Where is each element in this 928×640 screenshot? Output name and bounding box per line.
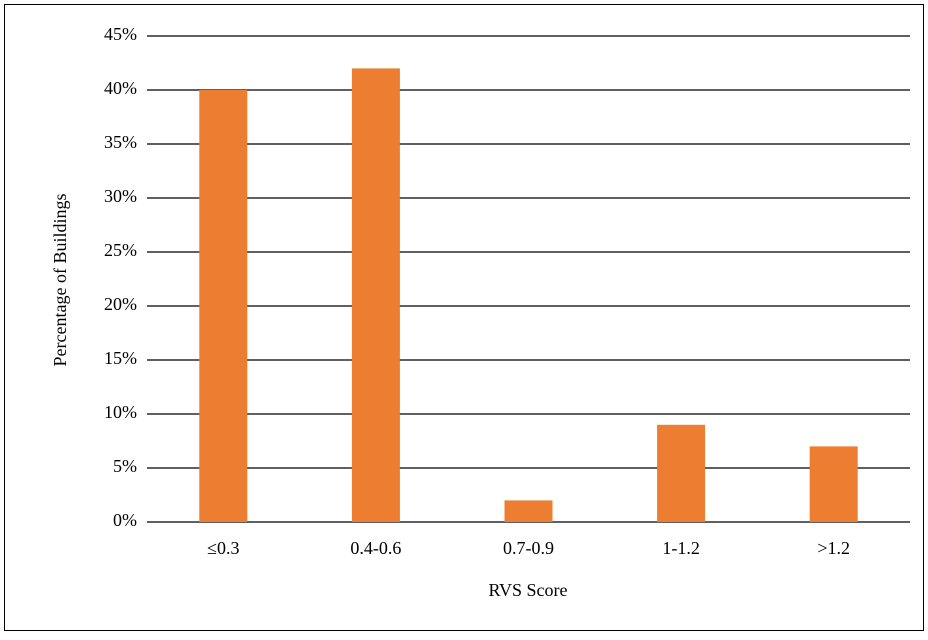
chart-border [4,4,924,631]
bar [199,90,248,522]
x-tick-label: >1.2 [817,538,850,558]
y-tick-label: 0% [113,510,137,530]
x-tick-label: 0.7-0.9 [503,538,554,558]
x-tick-label: 0.4-0.6 [350,538,401,558]
y-tick-label: 40% [104,78,137,98]
bar [504,500,553,522]
x-tick-label: ≤0.3 [207,538,239,558]
x-tick-label: 1-1.2 [662,538,700,558]
y-axis-label: Percentage of Buildings [50,194,70,367]
x-axis-label: RVS Score [488,580,567,600]
y-tick-label: 35% [104,132,137,152]
y-tick-label: 25% [104,240,137,260]
y-tick-label: 30% [104,186,137,206]
y-tick-label: 10% [104,402,137,422]
bar [657,424,706,522]
y-tick-label: 45% [104,24,137,44]
y-tick-label: 5% [113,456,137,476]
y-tick-label: 15% [104,348,137,368]
y-tick-label: 20% [104,294,137,314]
bar [351,68,400,523]
bar [809,446,858,522]
